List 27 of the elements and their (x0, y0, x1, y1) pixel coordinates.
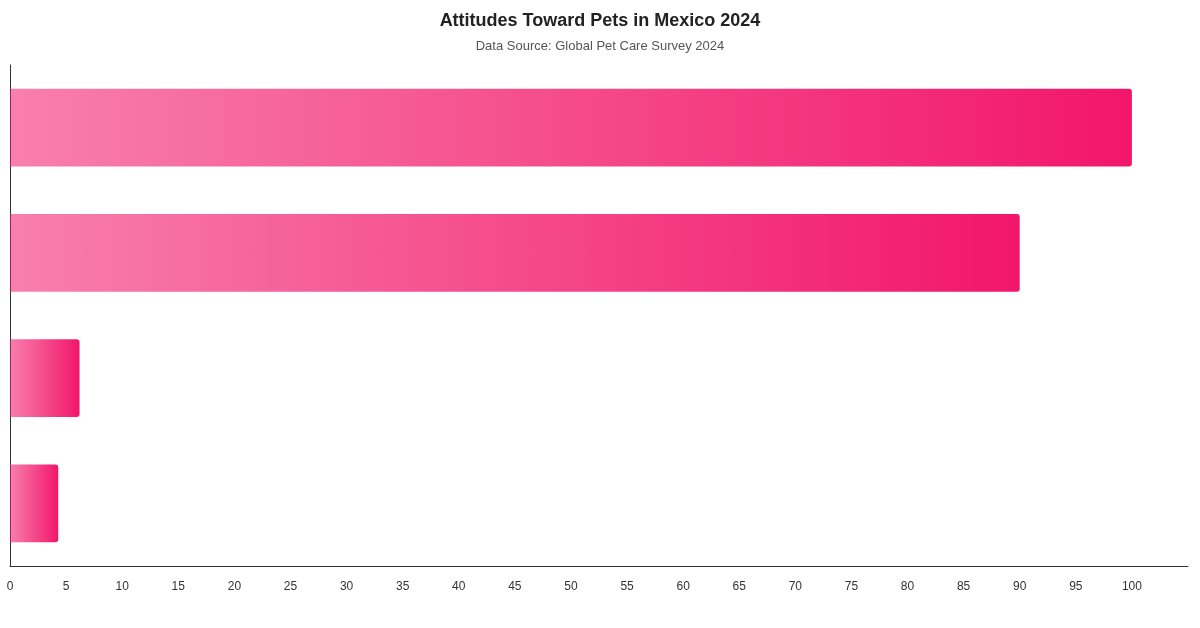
x-tick-label: 55 (620, 579, 635, 593)
x-tick-label: 0 (6, 579, 14, 593)
x-tick-label: 20 (227, 579, 242, 593)
x-tick-label: 35 (395, 579, 410, 593)
x-tick-label: 70 (788, 579, 803, 593)
bar (10, 464, 59, 543)
bar (10, 214, 1020, 292)
chart-subtitle: Data Source: Global Pet Care Survey 2024 (475, 38, 725, 53)
x-tick-label: 15 (171, 579, 186, 593)
x-tick-label: 25 (283, 579, 298, 593)
x-tick-label: 5 (62, 579, 70, 593)
x-tick-label: 90 (1013, 579, 1027, 593)
x-tick-label: 45 (508, 579, 522, 593)
x-tick-label: 60 (676, 579, 691, 593)
x-tick-label: 30 (339, 579, 354, 593)
x-tick-label: 85 (956, 579, 971, 593)
x-tick-label: 65 (732, 579, 747, 593)
x-tick-label: 75 (844, 579, 859, 593)
x-tick-label: 100 (1121, 579, 1143, 593)
x-tick-label: 40 (452, 579, 466, 593)
x-tick-label: 10 (115, 579, 130, 593)
bar (10, 339, 80, 417)
chart-title: Attitudes Toward Pets in Mexico 2024 (439, 10, 761, 30)
x-tick-label: 95 (1069, 579, 1083, 593)
x-tick-label: 50 (564, 579, 578, 593)
bar (10, 88, 1132, 167)
x-tick-label: 80 (900, 579, 915, 593)
